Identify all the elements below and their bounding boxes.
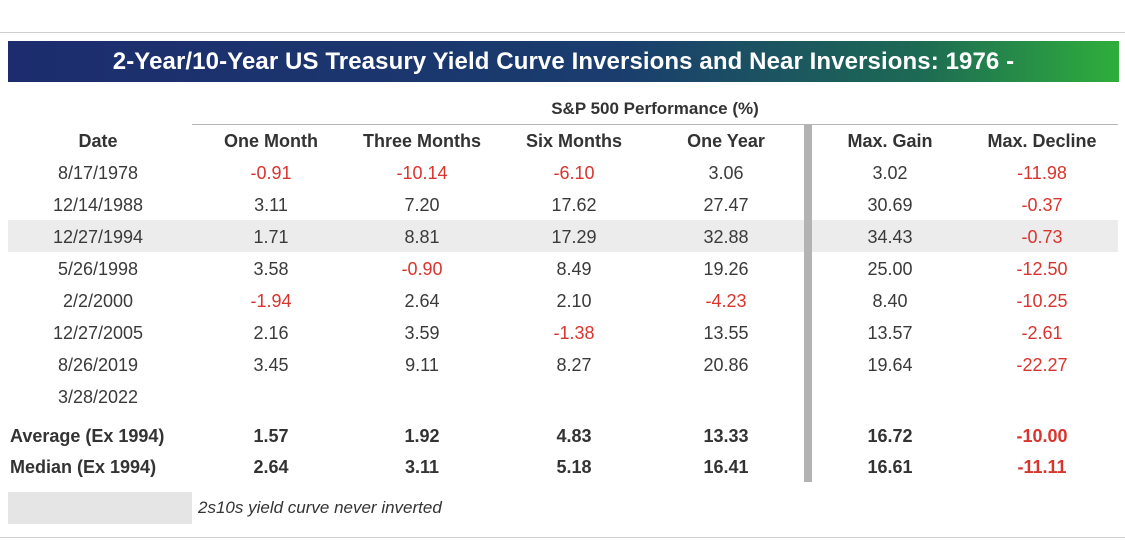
column-header-one-year: One Year	[687, 131, 765, 151]
date-cell: 2/2/2000	[62, 291, 134, 311]
three-months-cell: 9.11	[405, 355, 439, 375]
three-months-cell: 2.64	[404, 291, 440, 311]
column-header-three-months: Three Months	[362, 131, 481, 151]
column-separator	[804, 124, 812, 482]
one-month-cell: -1.94	[250, 291, 292, 311]
date-cell: 3/28/2022	[57, 387, 139, 407]
table-row: 8/26/2019 3.45 9.11 8.27 20.86 19.64 -22.27	[0, 349, 1125, 381]
max-gain-cell: 30.69	[867, 195, 913, 215]
max-decline-cell: -10.25	[1016, 291, 1068, 311]
date-cell: 12/27/1994	[52, 227, 144, 247]
group-header-rule	[192, 124, 1118, 125]
table-row: 2/2/2000 -1.94 2.64 2.10 -4.23 8.40 -10.25	[0, 285, 1125, 317]
three-months-cell: 7.20	[404, 195, 440, 215]
six-months-cell: 2.10	[556, 291, 592, 311]
summary-row: Median (Ex 1994) 2.64 3.11 5.18 16.41 16.61 -1…	[0, 451, 1125, 483]
six-months-cell: -6.10	[553, 163, 595, 183]
max-decline-summary-cell: -10.00	[1016, 426, 1068, 446]
max-decline-cell: -11.98	[1017, 163, 1067, 183]
table-row: 8/17/1978 -0.91 -10.14 -6.10 3.06 3.02 -11.98	[0, 157, 1125, 189]
max-gain-cell: 34.43	[867, 227, 913, 247]
one-month-cell: 2.16	[253, 323, 289, 343]
six-months-summary-cell: 4.83	[556, 426, 592, 446]
table-row: 3/28/2022	[0, 381, 1125, 413]
max-decline-cell: -2.61	[1021, 323, 1063, 343]
three-months-cell: -0.90	[401, 259, 443, 279]
three-months-summary-cell: 1.92	[404, 426, 440, 446]
summary-row: Average (Ex 1994) 1.57 1.92 4.83 13.33 16.72 -…	[0, 420, 1125, 452]
summary-label: Median (Ex 1994)	[10, 457, 157, 477]
max-decline-cell	[968, 381, 1116, 413]
one-year-cell: -4.23	[705, 291, 747, 311]
table-row: 12/27/1994 1.71 8.81 17.29 32.88 34.43 -0.73	[0, 221, 1125, 253]
one-month-cell	[196, 381, 346, 413]
six-months-summary-cell: 5.18	[556, 457, 592, 477]
six-months-cell: 17.62	[551, 195, 597, 215]
one-year-cell: 19.26	[703, 259, 749, 279]
legend-text: 2s10s yield curve never inverted	[198, 498, 442, 517]
three-months-cell	[346, 381, 498, 413]
one-year-cell: 13.55	[703, 323, 749, 343]
column-header-max-gain: Max. Gain	[847, 131, 933, 151]
one-year-cell: 20.86	[703, 355, 749, 375]
max-gain-cell: 19.64	[867, 355, 913, 375]
max-gain-summary-cell: 16.61	[867, 457, 913, 477]
three-months-summary-cell: 3.11	[404, 457, 440, 477]
one-month-cell: -0.91	[250, 163, 292, 183]
summary-label: Average (Ex 1994)	[10, 426, 165, 446]
one-month-cell: 3.58	[253, 259, 289, 279]
table-row: 12/27/2005 2.16 3.59 -1.38 13.55 13.57 -2.61	[0, 317, 1125, 349]
one-month-cell: 1.71	[253, 227, 289, 247]
one-year-cell: 3.06	[708, 163, 744, 183]
one-year-cell: 32.88	[703, 227, 749, 247]
max-gain-summary-cell: 16.72	[867, 426, 913, 446]
max-gain-cell	[812, 381, 968, 413]
column-header-six-months: Six Months	[525, 131, 622, 151]
max-decline-cell: -12.50	[1016, 259, 1068, 279]
max-decline-cell: -0.37	[1021, 195, 1063, 215]
six-months-cell: 8.49	[556, 259, 592, 279]
column-header-one-month: One Month	[224, 131, 318, 151]
table-frame	[0, 32, 1125, 538]
table-row: 5/26/1998 3.58 -0.90 8.49 19.26 25.00 -12.50	[0, 253, 1125, 285]
one-month-summary-cell: 2.64	[253, 457, 289, 477]
six-months-cell	[498, 381, 650, 413]
date-cell: 5/26/1998	[57, 259, 139, 279]
max-gain-cell: 8.40	[872, 291, 908, 311]
one-month-cell: 3.11	[254, 195, 288, 215]
max-gain-cell: 3.02	[872, 163, 908, 183]
never-inverted-row-shade	[8, 220, 1118, 252]
six-months-cell: 8.27	[556, 355, 592, 375]
max-decline-cell: -0.73	[1021, 227, 1063, 247]
three-months-cell: -10.14	[396, 163, 448, 183]
one-year-cell: 27.47	[703, 195, 749, 215]
one-year-summary-cell: 16.41	[703, 457, 749, 477]
one-year-cell	[650, 381, 802, 413]
date-cell: 8/26/2019	[57, 355, 139, 375]
sp500-performance-header: S&P 500 Performance (%)	[551, 99, 759, 118]
max-decline-summary-cell: -11.11	[1017, 457, 1067, 477]
max-gain-cell: 25.00	[867, 259, 913, 279]
date-cell: 12/27/2005	[52, 323, 144, 343]
legend-swatch	[8, 492, 192, 524]
three-months-cell: 8.81	[404, 227, 440, 247]
date-cell: 12/14/1988	[52, 195, 144, 215]
six-months-cell: -1.38	[553, 323, 595, 343]
one-year-summary-cell: 13.33	[703, 426, 749, 446]
six-months-cell: 17.29	[551, 227, 597, 247]
table-title: 2-Year/10-Year US Treasury Yield Curve I…	[8, 41, 1119, 82]
one-month-cell: 3.45	[253, 355, 289, 375]
max-gain-cell: 13.57	[867, 323, 913, 343]
column-header-row: Date One Month Three Months Six Months O…	[0, 125, 1125, 157]
table-row: 12/14/1988 3.11 7.20 17.62 27.47 30.69 -0.37	[0, 189, 1125, 221]
column-header-date: Date	[78, 131, 118, 151]
three-months-cell: 3.59	[404, 323, 440, 343]
column-header-max-decline: Max. Decline	[987, 131, 1097, 151]
one-month-summary-cell: 1.57	[253, 426, 289, 446]
max-decline-cell: -22.27	[1016, 355, 1068, 375]
date-cell: 8/17/1978	[57, 163, 139, 183]
